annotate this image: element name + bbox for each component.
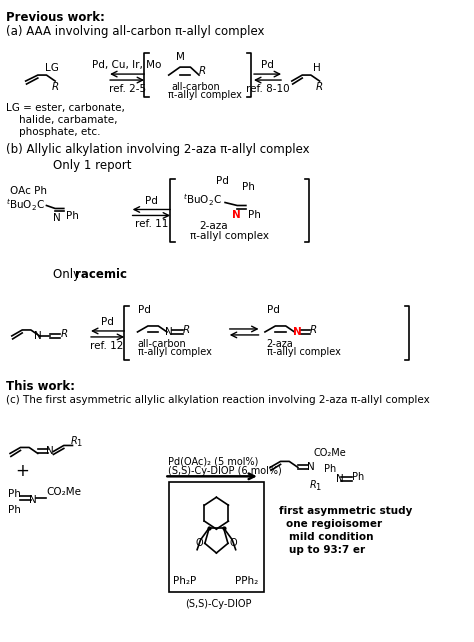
Text: one regioisomer: one regioisomer [286,519,382,529]
Text: N: N [292,327,301,337]
Text: halide, carbamate,: halide, carbamate, [19,115,117,125]
Text: first asymmetric study: first asymmetric study [279,506,412,516]
Text: ref. 11: ref. 11 [135,220,168,229]
Text: OAc Ph: OAc Ph [10,186,47,196]
Text: Ph: Ph [352,473,364,482]
Text: N: N [46,446,54,456]
Text: Ph₂P: Ph₂P [173,576,196,586]
Text: Pd(OAc)₂ (5 mol%): Pd(OAc)₂ (5 mol%) [168,456,258,466]
Text: R: R [182,325,190,335]
Text: CO₂Me: CO₂Me [46,487,82,498]
Text: R: R [52,82,59,92]
Text: N: N [232,211,241,220]
Text: Only 1 report: Only 1 report [54,159,132,171]
Text: Only: Only [54,268,84,281]
Text: Pd: Pd [145,196,158,205]
Text: Pd: Pd [216,176,229,186]
FancyBboxPatch shape [169,482,264,592]
Text: Previous work:: Previous work: [6,12,105,24]
Text: Pd: Pd [261,60,274,70]
Text: O: O [195,539,203,548]
Text: Ph: Ph [9,489,21,499]
Text: π-allyl complex: π-allyl complex [168,90,242,100]
Text: $^t$BuO$_2$C: $^t$BuO$_2$C [183,193,222,208]
Text: R: R [310,325,317,335]
Text: N: N [29,495,37,505]
Text: 2-aza: 2-aza [199,221,228,231]
Text: CO₂Me: CO₂Me [313,448,346,458]
Text: Ph: Ph [65,211,78,221]
Text: up to 93:7 er: up to 93:7 er [289,545,365,555]
Text: Pd, Cu, Ir, Mo: Pd, Cu, Ir, Mo [92,60,162,70]
Text: ref. 8-10: ref. 8-10 [246,84,289,94]
Text: Pd: Pd [138,305,151,315]
Text: phosphate, etc.: phosphate, etc. [19,127,100,137]
Text: O: O [230,539,237,548]
Text: H: H [313,63,320,73]
Text: ref. 2-5: ref. 2-5 [109,84,146,94]
Text: R: R [199,66,206,76]
Text: π-allyl complex: π-allyl complex [267,347,340,357]
Text: all-carbon: all-carbon [171,82,220,92]
Text: π-allyl complex: π-allyl complex [191,231,269,241]
Text: N: N [307,462,314,473]
Text: R: R [316,82,323,92]
Text: Ph: Ph [324,464,336,474]
Text: N: N [54,213,61,223]
Text: 2-aza: 2-aza [267,339,293,349]
Text: (b) Allylic alkylation involving 2-aza π-allyl complex: (b) Allylic alkylation involving 2-aza π… [6,143,310,156]
Text: 1: 1 [76,439,81,448]
Text: Ph: Ph [9,505,21,515]
Text: racemic: racemic [75,268,127,281]
Text: (c) The first asymmetric allylic alkylation reaction involving 2-aza π-allyl com: (c) The first asymmetric allylic alkylat… [6,395,429,404]
Text: Pd: Pd [267,305,280,315]
Text: ref. 12: ref. 12 [91,341,124,351]
Text: +: + [15,462,29,480]
Text: (S,S)-Cy-DIOP (6 mol%): (S,S)-Cy-DIOP (6 mol%) [168,466,282,476]
Text: LG = ester, carbonate,: LG = ester, carbonate, [6,103,125,113]
Text: M: M [175,52,184,62]
Text: π-allyl complex: π-allyl complex [137,347,211,357]
Text: (S,S)-Cy-DIOP: (S,S)-Cy-DIOP [185,599,252,609]
Text: all-carbon: all-carbon [137,339,186,349]
Text: $^t$BuO$_2$C: $^t$BuO$_2$C [6,198,45,213]
Text: PPh₂: PPh₂ [236,576,259,586]
Text: LG: LG [45,63,59,73]
Text: R: R [310,480,317,490]
Text: 1: 1 [315,483,320,492]
Text: R: R [71,437,77,446]
Text: N: N [34,331,42,341]
Text: This work:: This work: [6,380,75,393]
Text: N: N [165,327,173,337]
Text: Ph: Ph [247,211,261,220]
Text: N: N [336,474,344,484]
Text: Pd: Pd [100,317,114,327]
Text: Ph: Ph [242,182,255,191]
Text: (a) AAA involving all-carbon π-allyl complex: (a) AAA involving all-carbon π-allyl com… [6,25,264,39]
Text: mild condition: mild condition [289,532,374,542]
Text: R: R [60,329,68,339]
